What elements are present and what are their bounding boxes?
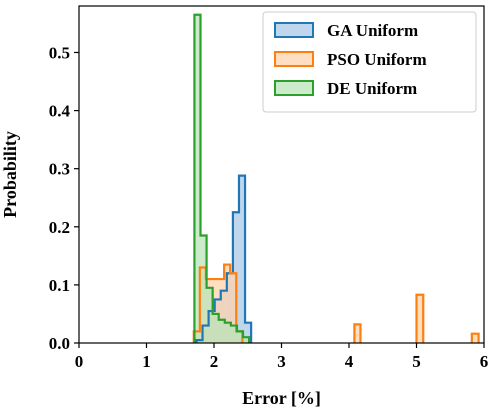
step-outline-ga-uniform-0 [195, 174, 253, 343]
legend-swatch-pso-uniform [274, 51, 314, 67]
x-tick-label: 2 [210, 352, 219, 371]
bar-fill-de-uniform-0 [194, 14, 201, 344]
legend-box [262, 11, 477, 113]
bar-fill-pso-uniform-6 [230, 273, 237, 343]
bar-fill-pso-uniform-5 [224, 264, 231, 343]
bar-fill-de-uniform-3 [212, 313, 219, 343]
bar-fill-ga-uniform-7 [238, 175, 246, 343]
y-tick-label: 0.2 [49, 218, 70, 237]
x-tick-label: 1 [142, 352, 151, 371]
bar-fill-pso-uniform-9 [416, 294, 424, 343]
y-tick-label: 0.0 [49, 334, 70, 353]
y-axis-title: Probability [0, 131, 20, 218]
x-tick-label: 4 [345, 352, 354, 371]
step-outline-pso-uniform-1 [353, 323, 362, 343]
y-tick-label: 0.1 [49, 276, 70, 295]
x-tick-label: 6 [480, 352, 489, 371]
bar-fill-de-uniform-5 [224, 322, 231, 343]
x-tick-label: 0 [75, 352, 84, 371]
step-outline-de-uniform-0 [193, 13, 251, 343]
bar-fill-de-uniform-7 [236, 331, 244, 343]
bar-fill-de-uniform-6 [230, 325, 237, 343]
bar-fill-de-uniform-1 [200, 235, 207, 343]
plot-area [192, 13, 480, 344]
step-outline-pso-uniform-2 [415, 293, 425, 343]
legend: GA Uniform PSO Uniform DE Uniform [262, 11, 477, 113]
bar-fill-pso-uniform-10 [471, 333, 479, 343]
legend-label-ga-uniform: GA Uniform [327, 21, 418, 40]
bar-fill-pso-uniform-8 [354, 324, 361, 343]
axes: 0 1 2 3 4 5 6 0.0 0.1 0.2 0.3 0.4 0.5 [49, 5, 489, 371]
y-tick-label: 0.3 [49, 160, 70, 179]
x-axis-title: Error [%] [242, 388, 321, 408]
legend-label-pso-uniform: PSO Uniform [327, 50, 427, 69]
bar-fill-de-uniform-8 [243, 337, 250, 343]
step-outline-pso-uniform-0 [192, 263, 244, 343]
legend-swatch-ga-uniform [274, 22, 314, 38]
legend-label-de-uniform: DE Uniform [327, 79, 417, 98]
y-tick-label: 0.4 [49, 102, 71, 121]
bar-fill-ga-uniform-8 [245, 322, 252, 343]
x-tick-label: 3 [277, 352, 286, 371]
bar-fill-de-uniform-4 [218, 319, 225, 343]
bar-fill-pso-uniform-4 [218, 279, 225, 343]
x-tick-label: 5 [412, 352, 421, 371]
step-outline-pso-uniform-3 [470, 332, 480, 343]
y-tick-label: 0.5 [49, 43, 70, 62]
legend-swatch-de-uniform [274, 80, 314, 96]
